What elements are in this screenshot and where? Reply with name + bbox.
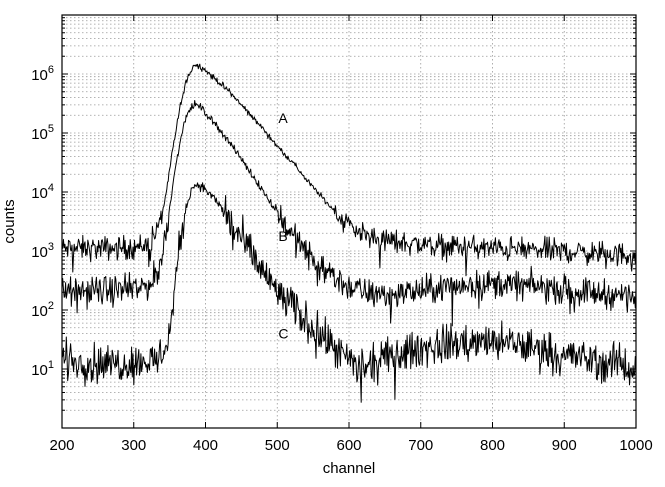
x-tick-label: 800	[480, 437, 505, 454]
x-tick-label: 500	[265, 437, 290, 454]
grid	[62, 15, 636, 428]
y-tick-label: 104	[31, 182, 54, 202]
x-axis-title: channel	[323, 460, 376, 477]
x-tick-label: 700	[408, 437, 433, 454]
y-tick-labels: 101 102 103 104 105 106	[31, 64, 54, 379]
plot-frame	[61, 14, 637, 429]
y-axis-title: counts	[1, 199, 18, 243]
x-tick-label: 200	[49, 437, 74, 454]
x-tick-label: 600	[336, 437, 361, 454]
curve-label-A: A	[278, 110, 288, 126]
curve-label-C: C	[278, 325, 288, 341]
y-tick-label: 101	[31, 359, 54, 379]
series-line-A	[61, 63, 637, 277]
y-tick-label: 106	[31, 64, 54, 84]
curve-labels: A B C	[278, 110, 288, 342]
x-tick-label: 900	[552, 437, 577, 454]
series-group	[61, 63, 637, 403]
y-tick-label: 103	[31, 241, 54, 261]
x-tick-label: 300	[121, 437, 146, 454]
x-tick-label: 400	[193, 437, 218, 454]
x-tick-label: 1000	[619, 437, 652, 454]
y-tick-label: 102	[31, 300, 54, 320]
x-tick-labels: 200 300 400 500 600 700 800 900 1000	[49, 437, 652, 454]
y-tick-label: 105	[31, 123, 54, 143]
series-line-B	[61, 100, 637, 327]
curve-label-B: B	[278, 228, 287, 244]
series-line-C	[61, 182, 637, 403]
